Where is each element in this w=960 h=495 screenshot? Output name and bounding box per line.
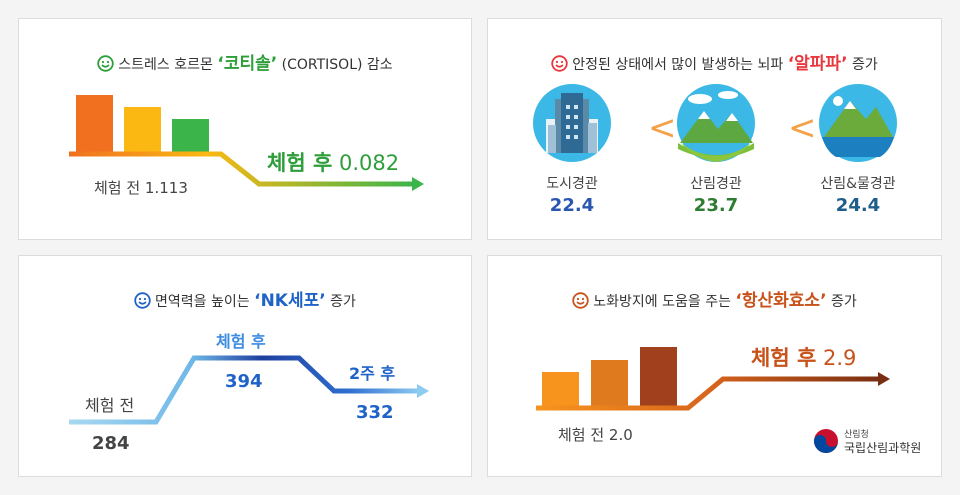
nk-trend-line [69, 355, 419, 425]
antioxidant-bar-1 [542, 372, 579, 408]
smile-icon [551, 55, 568, 72]
cortisol-arrow-head [412, 177, 424, 191]
cortisol-bar-3 [172, 119, 209, 154]
cortisol-bar-1 [76, 95, 113, 154]
nk-week2-label: 2주 후 [349, 364, 396, 383]
cortisol-trend-line [69, 151, 414, 187]
cortisol-panel: 스트레스 호르몬 ‘코티솔’ (CORTISOL) 감소 체험 전 1.113 … [18, 18, 472, 240]
antioxidant-trend-line [536, 376, 878, 411]
alpha-item-value-3: 24.4 [835, 195, 881, 216]
nk-after-label: 체험 후 [216, 332, 266, 351]
alpha-title: 안정된 상태에서 많이 발생하는 뇌파 ‘알파파’ 증가 [488, 49, 941, 74]
cortisol-title: 스트레스 호르몬 ‘코티솔’ (CORTISOL) 감소 [19, 49, 471, 74]
alpha-item-label-3: 산림&물경관 [820, 176, 896, 192]
antioxidant-arrow-head [878, 372, 890, 386]
antioxidant-after: 체험 후 2.9 [751, 342, 856, 372]
nk-title: 면역력을 높이는 ‘NK세포’ 증가 [19, 286, 471, 311]
city-icon [533, 84, 611, 162]
cortisol-after-label: 체험 후 [267, 151, 333, 175]
alpha-item-label-2: 산림경관 [690, 176, 742, 192]
nk-before-label: 체험 전 [85, 396, 135, 415]
cortisol-bar-2 [124, 107, 161, 154]
antioxidant-chart [536, 347, 890, 411]
antioxidant-panel: 노화방지에 도움을 주는 ‘항산화효소’ 증가 체험 전 2.0 체험 후 2.… [487, 255, 942, 477]
antioxidant-after-value: 2.9 [822, 346, 857, 370]
antioxidant-before-label: 체험 전 2.0 [558, 426, 633, 444]
mountain-forest-icon [677, 84, 755, 162]
smile-icon [572, 292, 589, 309]
alpha-item-value-2: 23.7 [693, 195, 739, 216]
antioxidant-bar-3 [640, 347, 677, 408]
nk-chart [69, 355, 429, 425]
logo-main-text: 국립산림과학원 [844, 441, 922, 455]
antioxidant-title: 노화방지에 도움을 주는 ‘항산화효소’ 증가 [488, 286, 941, 311]
nk-arrow-head [417, 384, 429, 398]
nk-before-value: 284 [92, 433, 130, 454]
smile-icon [97, 55, 114, 72]
mountain-lake-icon [819, 84, 897, 162]
taegeuk-logo-icon [814, 429, 838, 453]
alpha-wave-panel: 안정된 상태에서 많이 발생하는 뇌파 ‘알파파’ 증가 < < [487, 18, 942, 240]
cortisol-after: 체험 후 0.082 [267, 147, 399, 177]
smile-icon [134, 292, 151, 309]
antioxidant-bar-2 [591, 360, 628, 408]
cortisol-before-label: 체험 전 1.113 [94, 179, 188, 197]
logo-small-text: 산림청 [844, 430, 869, 440]
separator-1: < [648, 108, 677, 148]
separator-2: < [788, 108, 817, 148]
alpha-item-label-1: 도시경관 [546, 176, 598, 192]
alpha-item-value-1: 22.4 [549, 195, 595, 216]
antioxidant-after-label: 체험 후 [751, 346, 817, 370]
nk-after-value: 394 [225, 371, 263, 392]
nk-week2-value: 332 [356, 402, 394, 423]
cortisol-chart [69, 95, 424, 191]
cortisol-after-value: 0.082 [338, 151, 400, 175]
nk-cell-panel: 면역력을 높이는 ‘NK세포’ 증가 체험 전 284 체험 후 394 2주 … [18, 255, 472, 477]
